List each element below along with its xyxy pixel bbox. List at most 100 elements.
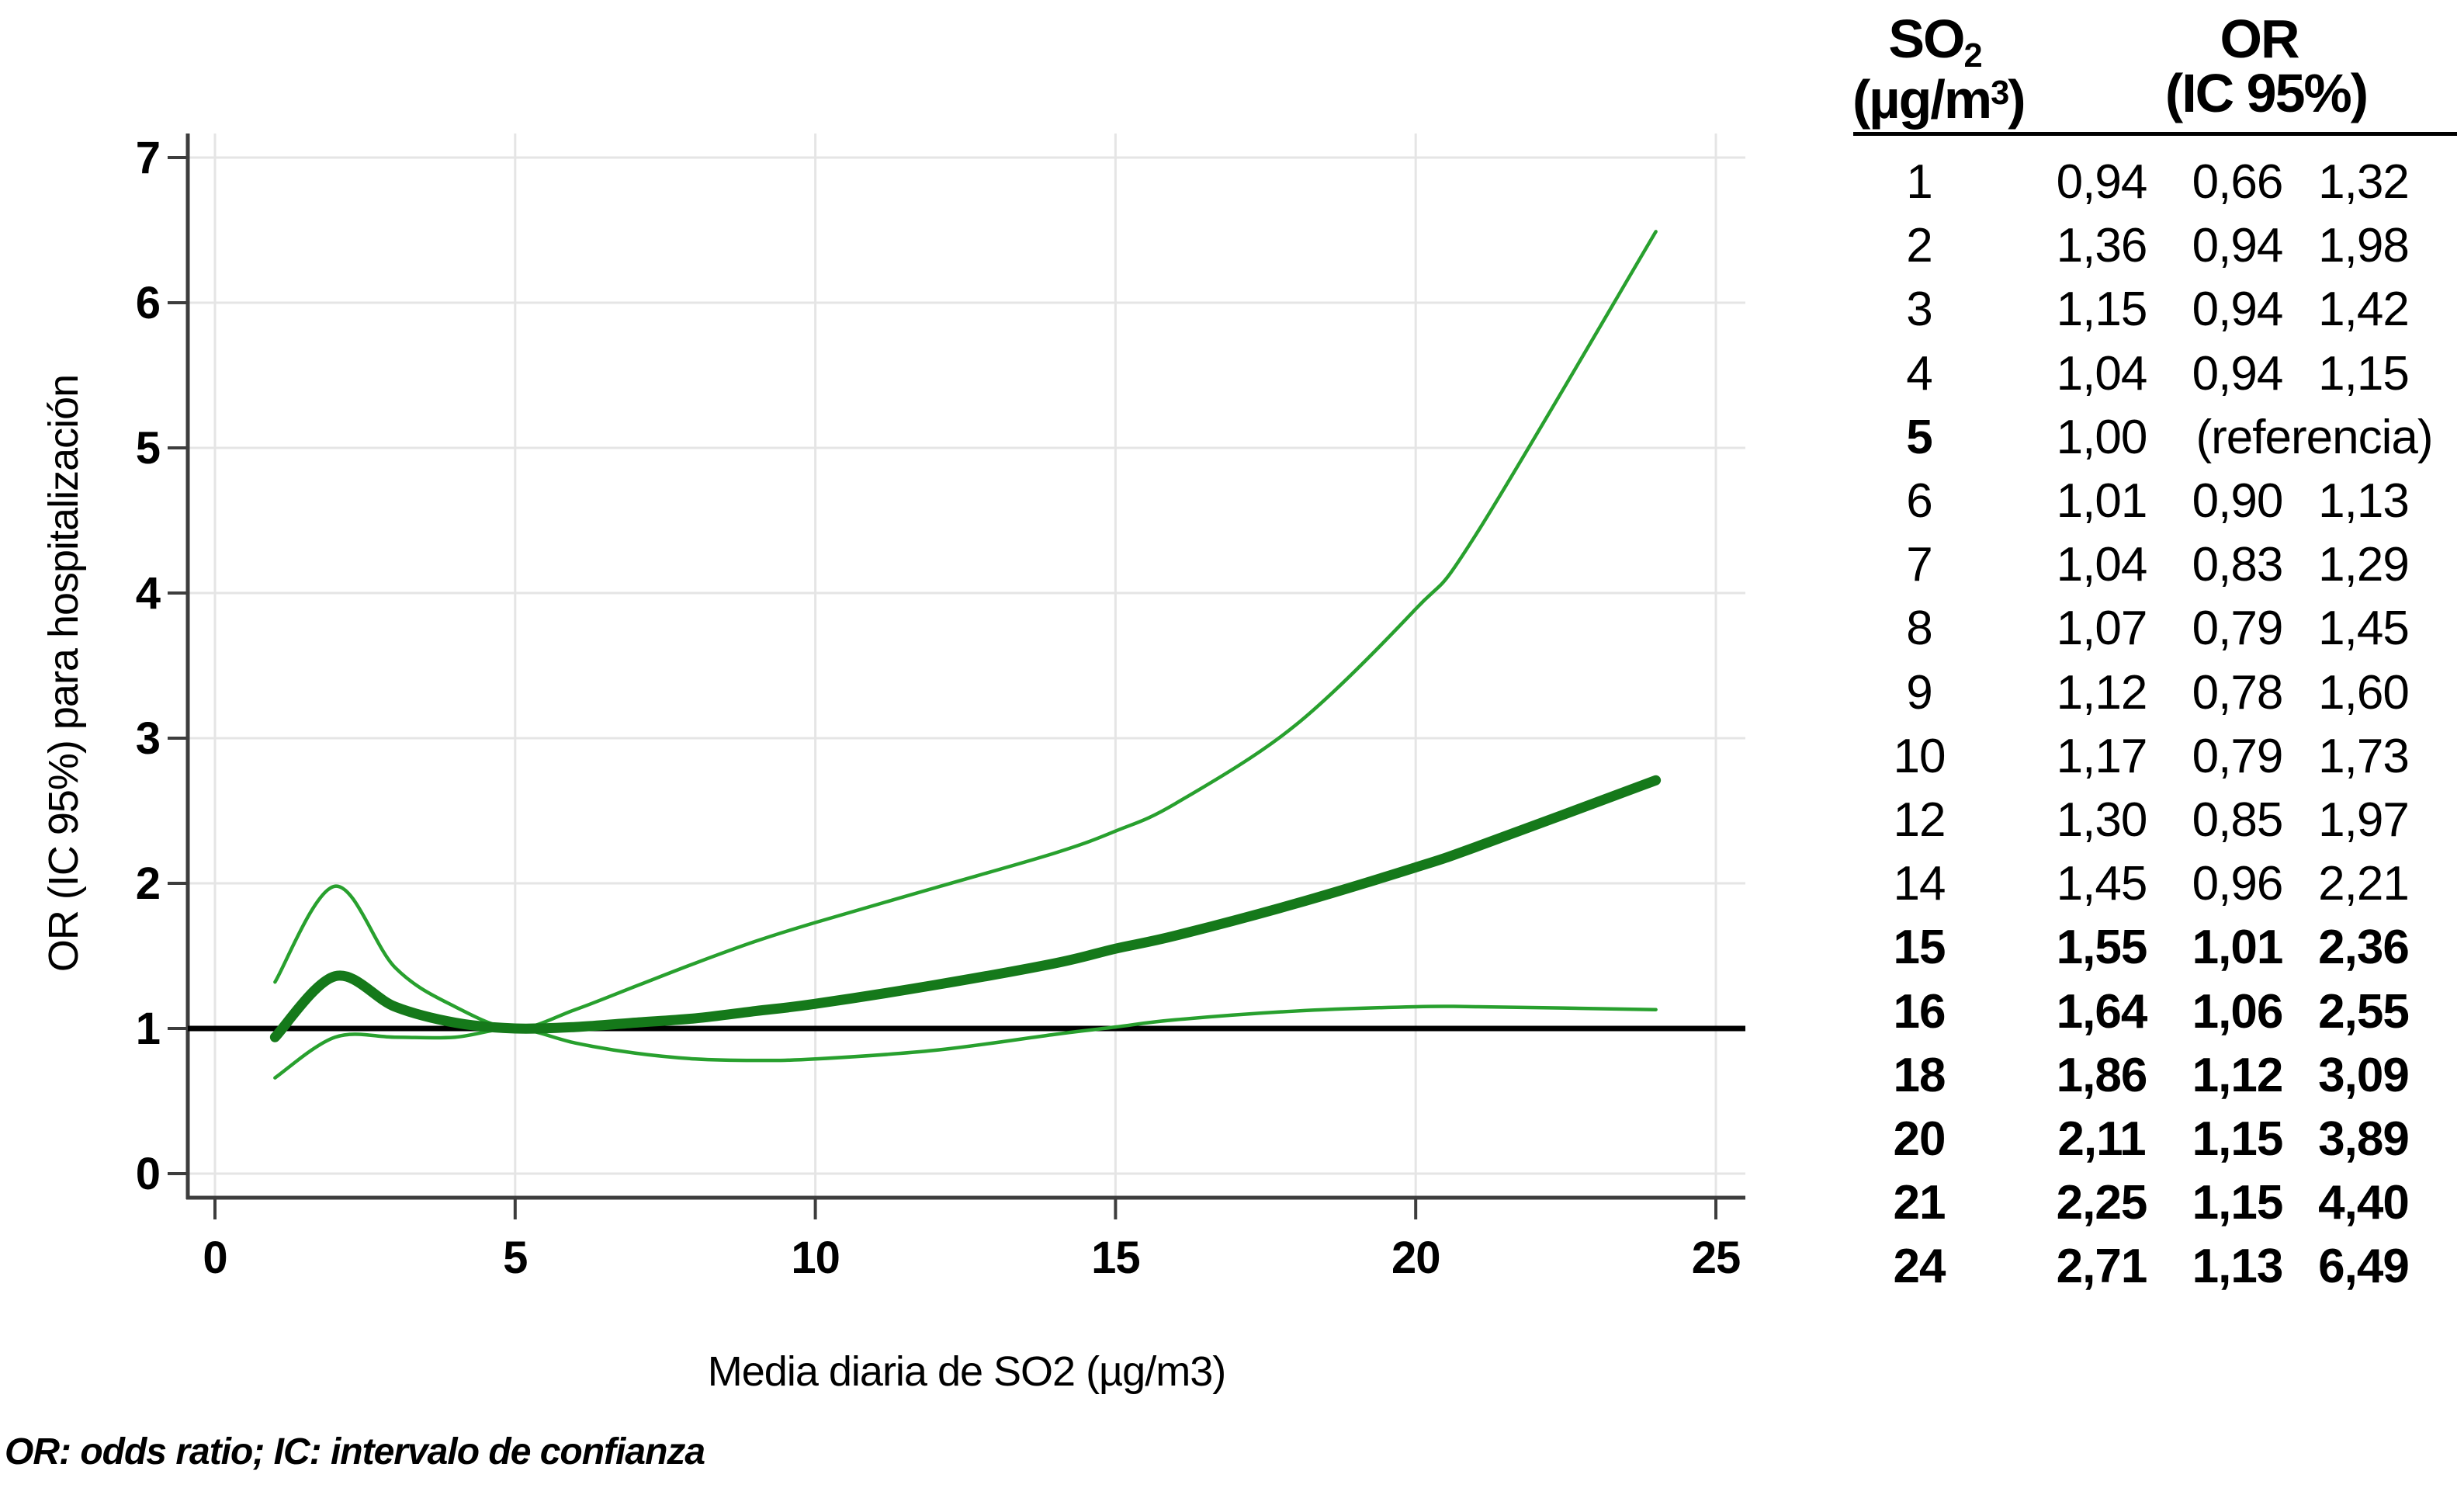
- or-table: SO2 OR (µg/m3) (IC 95%) 1 0,94 0,66 1,32 2 1,36 0,…: [1852, 0, 2464, 1335]
- table-cell-or: 1,15: [2056, 283, 2148, 337]
- table-cell-reference: (referencia): [2195, 410, 2434, 464]
- table-cell-so2: 15: [1893, 921, 1946, 975]
- table-cell-ci-high: 1,97: [2318, 793, 2410, 847]
- table-cell-ci-low: 0,90: [2192, 474, 2284, 528]
- table-cell-or: 1,17: [2056, 729, 2148, 783]
- table-row: 9 1,12 0,78 1,60: [1853, 661, 2464, 725]
- table-cell-ci-high: 1,42: [2318, 283, 2410, 337]
- x-axis-title: Media diaria de SO2 (µg/m3): [708, 1348, 1225, 1395]
- table-cell-ci-low: 1,15: [2192, 1176, 2284, 1230]
- table-row: 18 1,86 1,12 3,09: [1853, 1044, 2464, 1108]
- table-cell-ci-high: 1,32: [2318, 155, 2410, 209]
- table-cell-ci-low: 1,12: [2192, 1048, 2284, 1102]
- x-tick-label: 25: [1692, 1233, 1741, 1283]
- table-row: 1 0,94 0,66 1,32: [1853, 151, 2464, 214]
- table-cell-ci-low: 1,13: [2192, 1240, 2284, 1294]
- table-cell-ci-low: 0,94: [2192, 219, 2284, 273]
- x-tick-label: 20: [1391, 1233, 1440, 1283]
- table-cell-or: 1,04: [2056, 538, 2148, 592]
- table-row: 8 1,07 0,79 1,45: [1853, 597, 2464, 661]
- table-row: 7 1,04 0,83 1,29: [1853, 533, 2464, 597]
- table-cell-so2: 20: [1893, 1112, 1946, 1166]
- table-row: 20 2,11 1,15 3,89: [1853, 1108, 2464, 1171]
- table-cell-ci-high: 2,55: [2318, 984, 2410, 1039]
- table-cell-ci-high: 3,89: [2318, 1112, 2410, 1166]
- table-row: 5 1,00 (referencia): [1853, 406, 2464, 470]
- table-header-so2: SO2: [1853, 8, 2016, 87]
- y-tick-label: 0: [136, 1149, 160, 1199]
- y-tick-label: 4: [136, 568, 161, 619]
- table-header-ic95: (IC 95%): [2164, 63, 2369, 123]
- table-cell-ci-low: 0,83: [2192, 538, 2284, 592]
- table-cell-or: 2,25: [2056, 1176, 2148, 1230]
- table-row: 4 1,04 0,94 1,15: [1853, 342, 2464, 406]
- unit-open: (µg/m: [1852, 69, 1992, 130]
- table-cell-ci-high: 2,36: [2318, 921, 2410, 975]
- table-cell-ci-high: 1,60: [2318, 665, 2410, 720]
- table-cell-ci-high: 1,13: [2318, 474, 2410, 528]
- unit-close: ): [2008, 69, 2026, 130]
- table-cell-ci-low: 0,66: [2192, 155, 2284, 209]
- table-cell-ci-high: 6,49: [2318, 1240, 2410, 1294]
- table-cell-so2: 8: [1906, 602, 1932, 656]
- table-cell-so2: 5: [1906, 410, 1932, 464]
- table-row: 24 2,71 1,13 6,49: [1853, 1235, 2464, 1299]
- table-cell-so2: 16: [1893, 984, 1946, 1039]
- table-cell-or: 2,11: [2057, 1112, 2146, 1166]
- table-cell-or: 1,01: [2056, 474, 2148, 528]
- y-tick-label: 1: [136, 1004, 160, 1054]
- table-cell-ci-low: 1,01: [2192, 921, 2284, 975]
- table-cell-ci-high: 1,45: [2318, 602, 2410, 656]
- table-row: 12 1,30 0,85 1,97: [1853, 789, 2464, 852]
- table-cell-or: 1,12: [2056, 665, 2148, 720]
- table-row: 10 1,17 0,79 1,73: [1853, 725, 2464, 789]
- table-cell-so2: 18: [1893, 1048, 1946, 1102]
- table-cell-so2: 14: [1893, 857, 1946, 911]
- table-cell-so2: 4: [1906, 346, 1932, 401]
- table-cell-so2: 7: [1906, 538, 1932, 592]
- table-row: 2 1,36 0,94 1,98: [1853, 214, 2464, 278]
- table-cell-so2: 6: [1906, 474, 1932, 528]
- table-row: 21 2,25 1,15 4,40: [1853, 1171, 2464, 1235]
- table-row: 14 1,45 0,96 2,21: [1853, 852, 2464, 916]
- footnote: OR: odds ratio; IC: intervalo de confian…: [5, 1431, 705, 1472]
- table-cell-or: 1,30: [2056, 793, 2148, 847]
- so2-label: SO: [1888, 9, 1965, 69]
- table-cell-ci-low: 0,78: [2192, 665, 2284, 720]
- table-cell-ci-high: 1,15: [2318, 346, 2410, 401]
- table-cell-so2: 21: [1893, 1176, 1946, 1230]
- x-tick-label: 5: [503, 1233, 527, 1283]
- table-cell-so2: 12: [1893, 793, 1946, 847]
- table-cell-so2: 10: [1893, 729, 1946, 783]
- ci-upper-line: [273, 230, 1658, 1031]
- table-cell-so2: 2: [1906, 219, 1932, 273]
- table-cell-so2: 9: [1906, 665, 1932, 720]
- y-axis-title: OR (IC 95%) para hospitalización: [40, 375, 87, 972]
- table-cell-or: 1,45: [2056, 857, 2148, 911]
- ci-lower-line: [273, 1004, 1658, 1080]
- y-tick-label: 7: [136, 133, 160, 183]
- table-cell-or: 0,94: [2056, 155, 2148, 209]
- table-cell-or: 1,00: [2056, 410, 2148, 464]
- x-tick-label: 15: [1091, 1233, 1140, 1283]
- table-row: 3 1,15 0,94 1,42: [1853, 278, 2464, 342]
- table-cell-or: 1,86: [2056, 1048, 2148, 1102]
- table-cell-or: 1,07: [2056, 602, 2148, 656]
- so2-subscript: 2: [1963, 37, 1983, 75]
- table-cell-ci-high: 2,21: [2318, 857, 2410, 911]
- table-cell-or: 1,55: [2056, 921, 2148, 975]
- table-cell-or: 1,36: [2056, 219, 2148, 273]
- axes: [185, 134, 1745, 1200]
- y-tick-label: 6: [136, 278, 160, 328]
- ticks: [168, 156, 1717, 1219]
- table-cell-ci-low: 0,85: [2192, 793, 2284, 847]
- table-cell-ci-high: 1,73: [2318, 729, 2410, 783]
- table-cell-ci-high: 4,40: [2318, 1176, 2410, 1230]
- y-tick-label: 2: [136, 858, 160, 909]
- table-cell-ci-high: 1,29: [2318, 538, 2410, 592]
- or-curve: [269, 775, 1662, 1042]
- table-cell-or: 1,64: [2056, 984, 2148, 1039]
- table-cell-ci-high: 1,98: [2318, 219, 2410, 273]
